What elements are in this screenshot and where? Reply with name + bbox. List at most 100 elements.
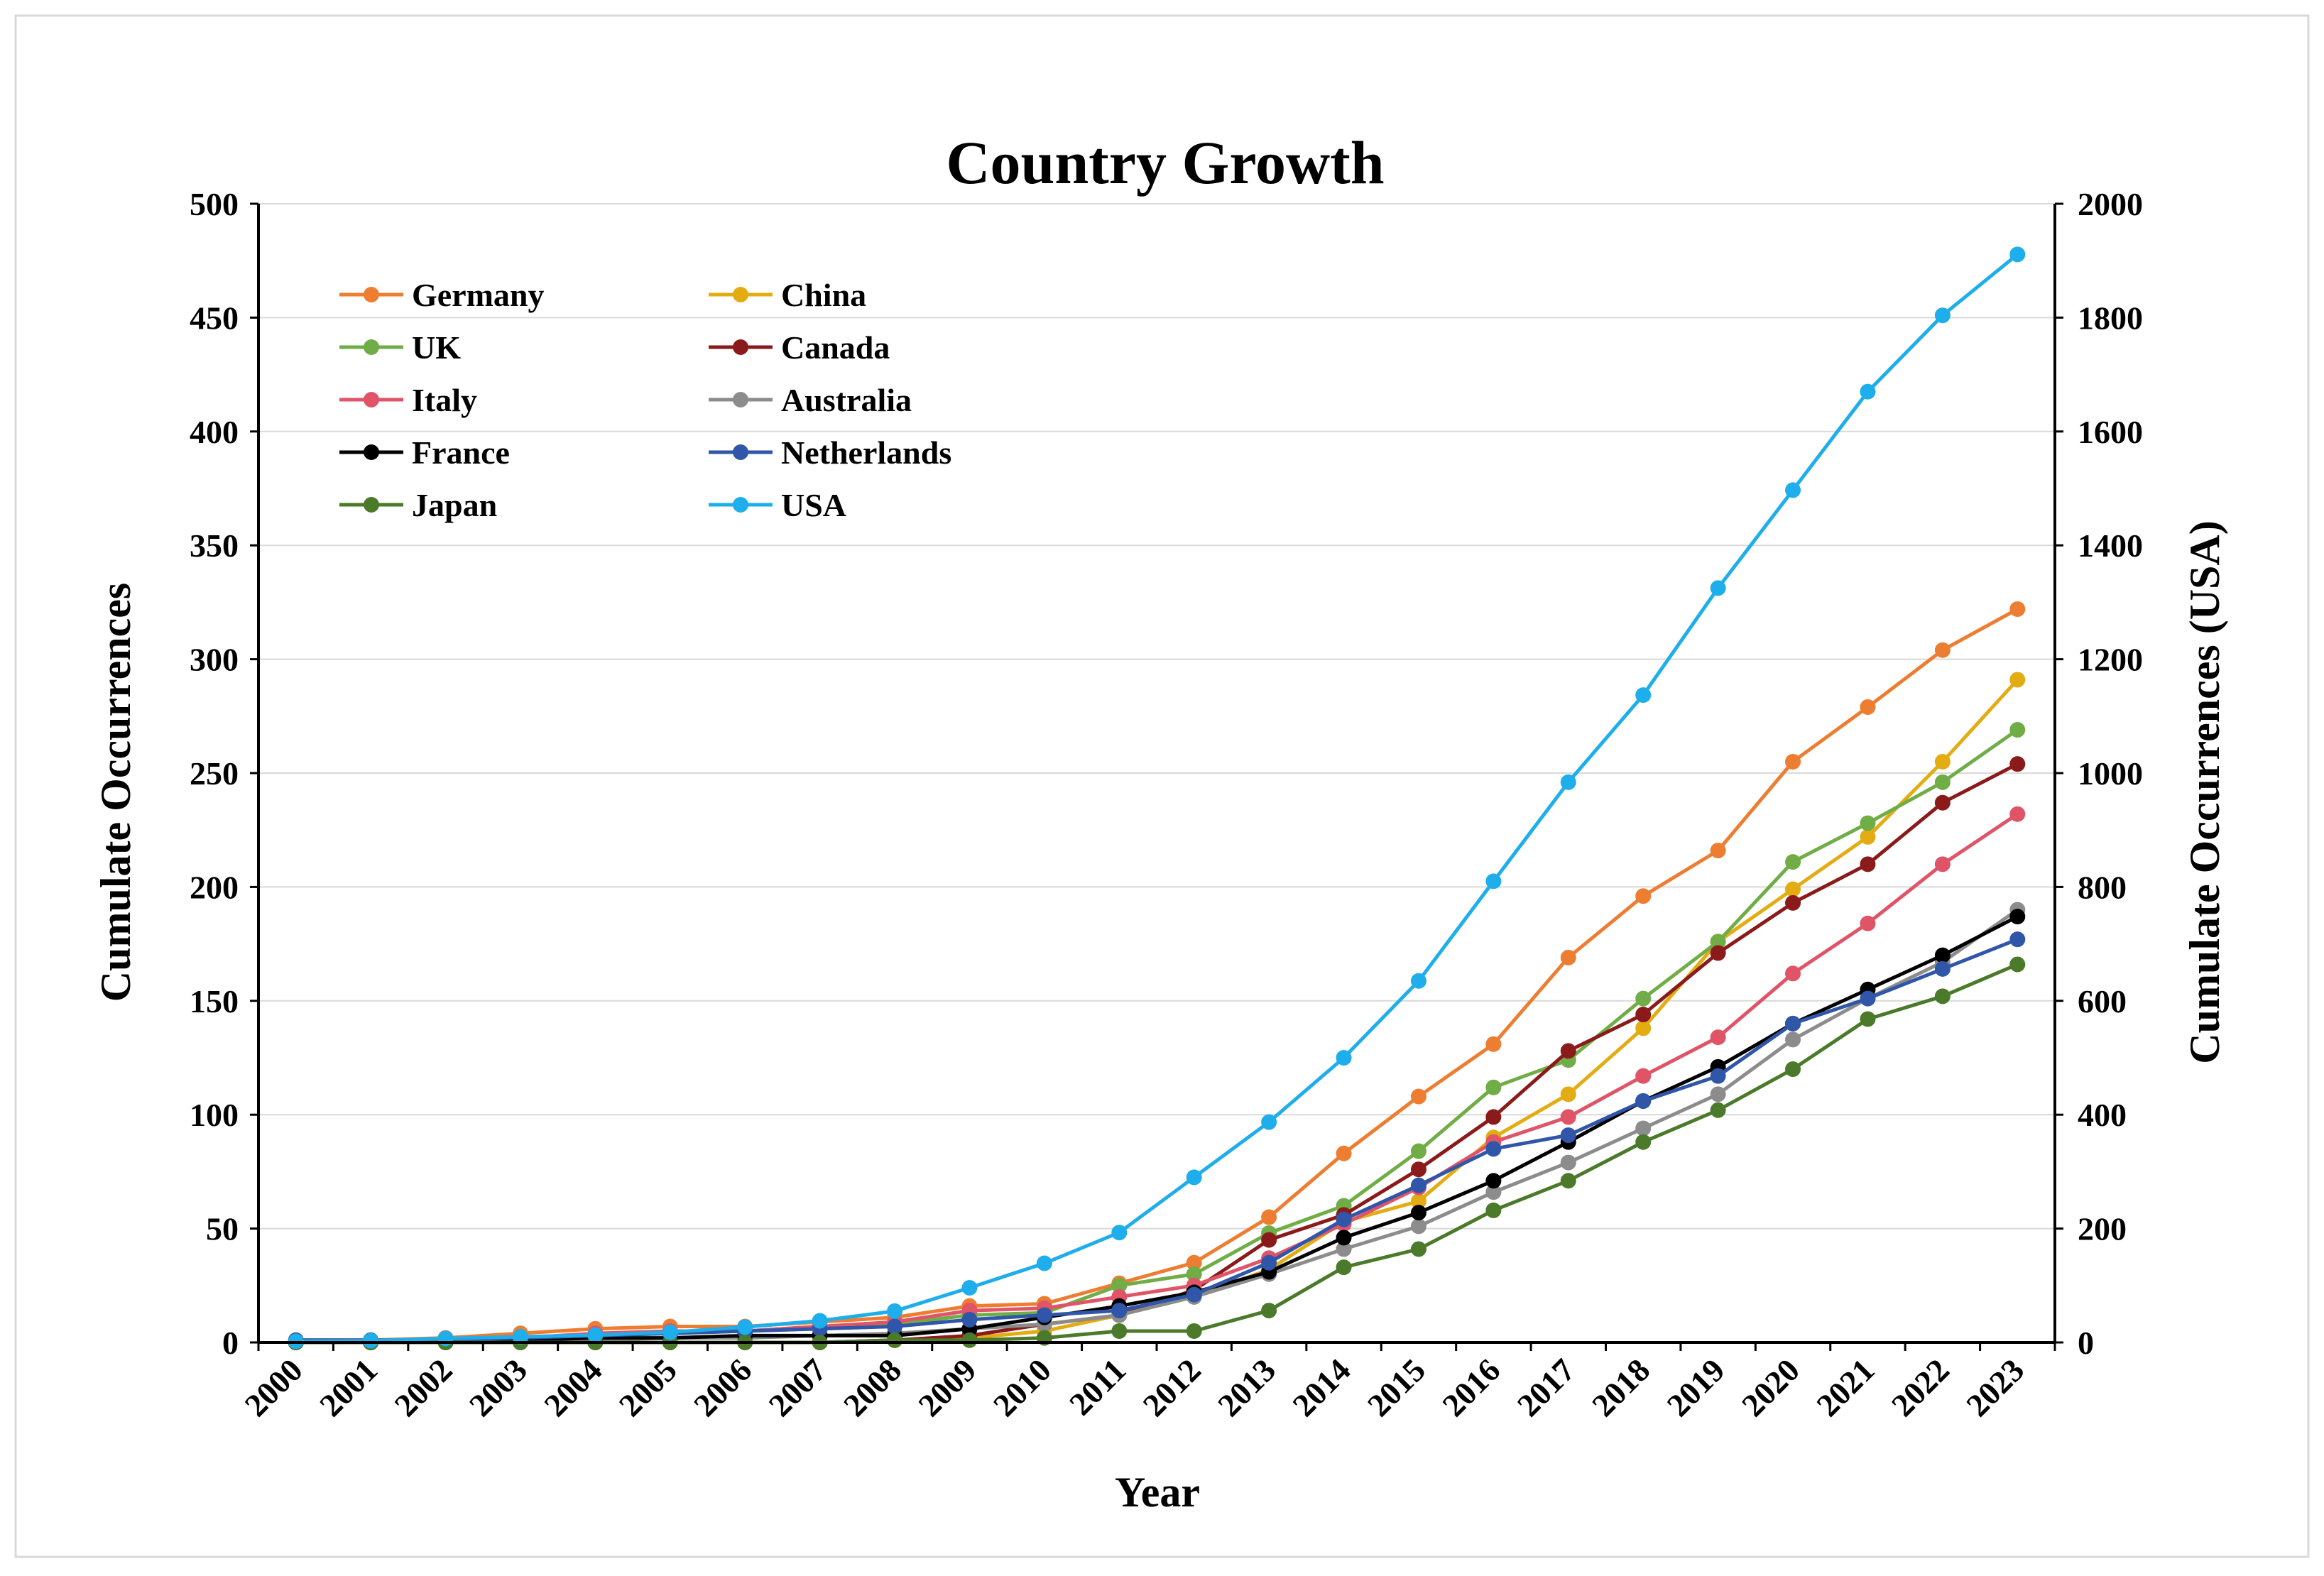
legend-swatch-marker [364, 392, 379, 407]
data-point [1934, 753, 1951, 770]
y-tick-label: 350 [190, 527, 239, 564]
data-point [1485, 1079, 1502, 1095]
data-point [1860, 815, 1876, 831]
data-point [1635, 1007, 1652, 1023]
y-tick-label: 100 [190, 1097, 239, 1133]
x-tick-label: 2018 [1585, 1352, 1657, 1423]
legend-swatch-marker [364, 339, 379, 355]
data-point [1860, 383, 1876, 400]
data-point [2009, 722, 2026, 738]
legend-label: France [412, 434, 510, 471]
y-tick-label: 300 [190, 642, 239, 678]
data-point [1485, 1036, 1502, 1052]
y2-tick-label: 1400 [2078, 527, 2143, 564]
data-point [1111, 1225, 1128, 1241]
series-australia [288, 902, 2026, 1350]
y2-tick-label: 400 [2078, 1097, 2127, 1133]
legend: Germany China UK Canada Italy Australia France… [339, 277, 951, 523]
legend-item-australia: Australia [709, 382, 912, 418]
series-netherlands [288, 931, 2026, 1348]
data-point [1186, 1323, 1202, 1339]
data-point [887, 1318, 903, 1335]
y-axis-title: Cumulate Occurrences [92, 583, 139, 1002]
data-point [1410, 1241, 1426, 1257]
tick-labels: 0 50 100 150 200 250 300 350 400 450 500 0 200 400 600… [190, 186, 2143, 1423]
legend-swatch-marker [364, 497, 379, 513]
legend-swatch-marker [733, 287, 748, 302]
data-point [1635, 1068, 1652, 1084]
y-tick-label: 200 [190, 869, 239, 905]
x-tick-label: 2012 [1136, 1352, 1208, 1423]
data-point [1336, 1050, 1352, 1066]
y2-tick-label: 1000 [2078, 755, 2143, 792]
x-tick-label: 2005 [612, 1352, 684, 1423]
legend-item-germany: Germany [339, 277, 545, 313]
data-point [1560, 774, 1576, 790]
data-point [961, 1332, 978, 1348]
data-point [1261, 1232, 1277, 1248]
data-point [1560, 1109, 1576, 1125]
data-point [1860, 856, 1876, 872]
series-layer [288, 246, 2026, 1350]
data-point [1635, 1020, 1652, 1036]
legend-item-uk: UK [339, 329, 461, 366]
data-point [1710, 934, 1726, 950]
data-point [1785, 1061, 1801, 1078]
legend-label: UK [412, 329, 461, 366]
legend-item-china: China [709, 277, 866, 313]
data-point [1410, 1161, 1426, 1178]
data-point [1186, 1169, 1202, 1186]
data-point [587, 1327, 604, 1343]
legend-swatch-marker [733, 339, 748, 355]
x-axis-title: Year [1115, 1469, 1200, 1516]
data-point [1485, 1202, 1502, 1218]
data-point [1336, 1211, 1352, 1227]
data-point [2009, 756, 2026, 772]
y2-tick-label: 600 [2078, 983, 2127, 1019]
data-point [1710, 843, 1726, 859]
data-point [2009, 601, 2026, 618]
series-italy [288, 806, 2026, 1350]
data-point [1710, 1029, 1726, 1046]
data-point [1785, 881, 1801, 897]
y-tick-label: 50 [206, 1211, 239, 1247]
series-line [295, 253, 2019, 1343]
legend-label: Japan [412, 487, 497, 523]
y2-axis-title: Cumulate Occurrences (USA) [2181, 520, 2228, 1063]
data-point [1410, 1205, 1426, 1221]
data-point [1111, 1277, 1128, 1293]
legend-item-japan: Japan [339, 487, 497, 523]
series-line [295, 963, 2019, 1345]
data-point [1785, 894, 1801, 911]
series-usa [288, 246, 2026, 1350]
data-point [1785, 965, 1801, 982]
data-point [363, 1333, 379, 1349]
legend-label: USA [781, 487, 846, 523]
series-germany [288, 601, 2026, 1348]
x-tick-label: 2007 [762, 1352, 834, 1423]
data-point [1710, 945, 1726, 961]
series-line [295, 728, 2019, 1345]
x-tick-label: 2022 [1884, 1352, 1956, 1423]
series-france [288, 909, 2026, 1350]
series-uk [288, 722, 2026, 1350]
x-tick-label: 2002 [387, 1352, 459, 1423]
legend-item-netherlands: Netherlands [709, 434, 951, 471]
x-tick-label: 2019 [1660, 1352, 1732, 1423]
data-point [1336, 1145, 1352, 1161]
x-tick-label: 2000 [238, 1352, 310, 1423]
data-point [1934, 961, 1951, 977]
data-point [1336, 1230, 1352, 1246]
data-point [1261, 1114, 1277, 1130]
data-point [1485, 1184, 1502, 1200]
data-point [1785, 1015, 1801, 1031]
data-point [1111, 1303, 1128, 1319]
legend-label: Canada [781, 329, 890, 366]
data-point [1934, 988, 1951, 1005]
x-tick-label: 2008 [836, 1352, 908, 1423]
data-point [887, 1332, 903, 1348]
x-tick-label: 2009 [911, 1352, 983, 1423]
data-point [437, 1330, 454, 1347]
x-tick-label: 2020 [1735, 1352, 1806, 1423]
legend-item-canada: Canada [709, 329, 890, 366]
